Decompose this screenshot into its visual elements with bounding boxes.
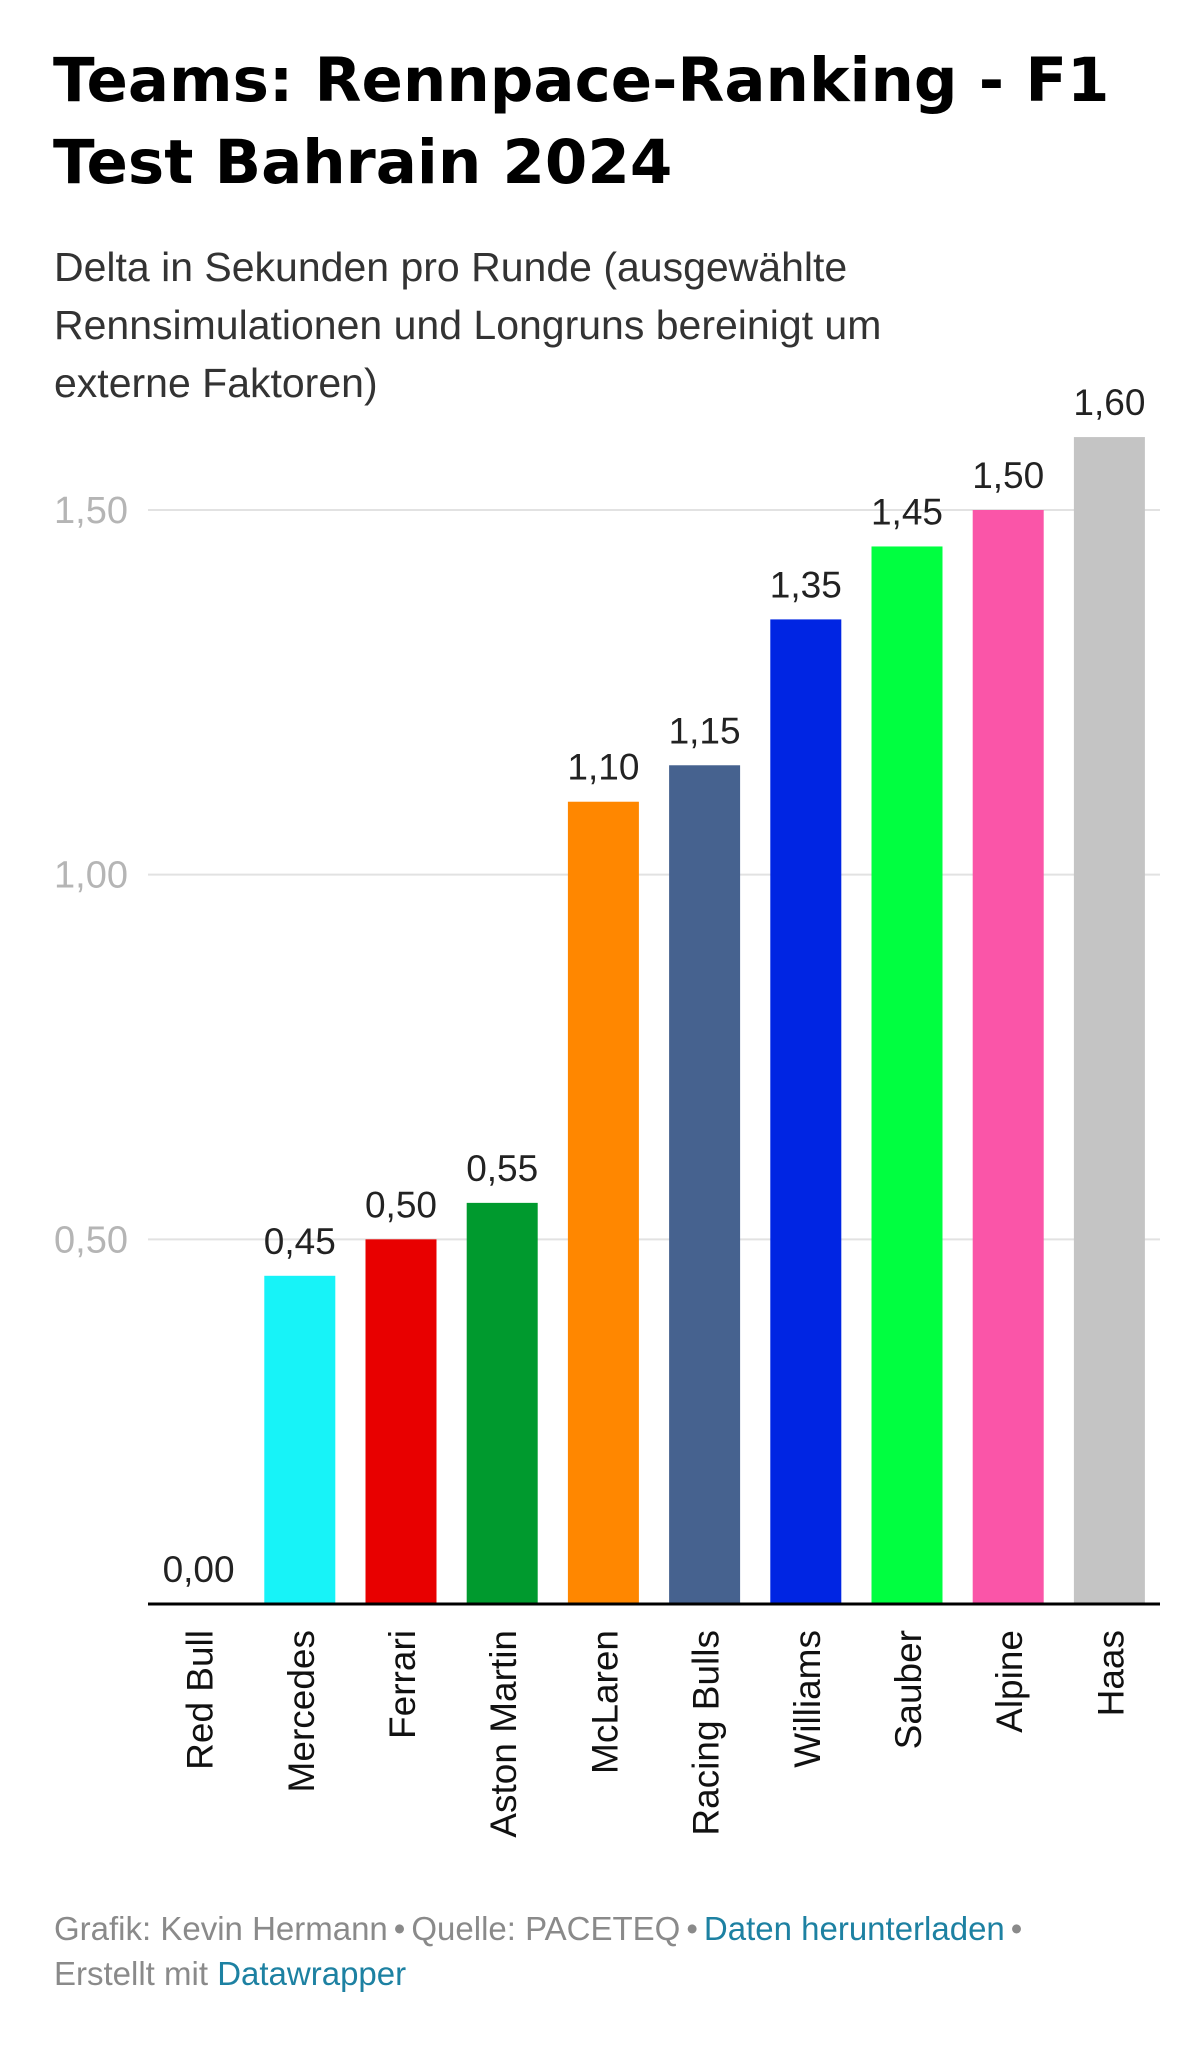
bar-value-label: 1,10 [567, 747, 639, 788]
separator: • [1010, 1910, 1023, 1947]
bar-value-label: 1,50 [972, 455, 1044, 496]
x-category-label: McLaren [584, 1630, 625, 1774]
download-data-link[interactable]: Daten herunterladen [703, 1910, 1005, 1947]
x-category-label: Racing Bulls [686, 1630, 727, 1836]
bar [770, 619, 842, 1604]
bar-value-label: 1,15 [669, 710, 741, 751]
x-category-label: Mercedes [281, 1630, 322, 1792]
source-text: Quelle: PACETEQ [411, 1910, 681, 1947]
y-tick-label: 0,50 [54, 1219, 128, 1261]
x-category-label: Aston Martin [483, 1630, 524, 1838]
x-category-label: Haas [1090, 1630, 1131, 1716]
bar [871, 546, 943, 1604]
x-category-label: Alpine [989, 1630, 1030, 1733]
separator: • [686, 1910, 698, 1947]
bar [1073, 437, 1145, 1605]
bar-value-label: 0,45 [264, 1221, 336, 1262]
made-with-text: Erstellt mit [54, 1955, 209, 1992]
datawrapper-link[interactable]: Datawrapper [217, 1955, 407, 1992]
x-category-label: Ferrari [382, 1630, 423, 1739]
bar [365, 1239, 437, 1604]
chart-title-line-1: Teams: Rennpace-Ranking - F1 [53, 45, 1110, 116]
bar [264, 1275, 336, 1604]
chart-subtitle-line-3: externe Faktoren) [54, 360, 378, 406]
labels-layer: 0,50 1,00 1,50 0,00 Red Bull 0,45 Mercedes 0,50… [54, 382, 1145, 1838]
chart-title: Teams: Rennpace-Ranking - F1 Test Bahrai… [53, 40, 1153, 204]
chart-subtitle-line-2: Rennsimulationen und Longruns bereinigt … [54, 302, 882, 348]
chart-footer: Grafik: Kevin Hermann • Quelle: PACETEQ • Da… [54, 1906, 1154, 1996]
y-tick-label: 1,50 [54, 490, 128, 532]
bar [972, 510, 1044, 1604]
x-category-label: Williams [787, 1630, 828, 1768]
bar [567, 801, 639, 1604]
bar-value-label: 1,60 [1073, 382, 1145, 423]
bar [669, 765, 741, 1604]
bar-value-label: 0,00 [163, 1549, 235, 1590]
bar-value-label: 1,45 [871, 491, 943, 532]
chart-subtitle: Delta in Sekunden pro Runde (ausgewählte… [54, 238, 1054, 412]
x-category-label: Sauber [888, 1630, 929, 1749]
bar-value-label: 1,35 [770, 564, 842, 605]
bar-value-label: 0,50 [365, 1184, 437, 1225]
credit-text: Grafik: Kevin Hermann [54, 1910, 388, 1947]
bar-value-label: 0,55 [466, 1148, 538, 1189]
chart-subtitle-line-1: Delta in Sekunden pro Runde (ausgewählte [54, 244, 848, 290]
bar [466, 1202, 538, 1604]
bars-layer [264, 437, 1145, 1605]
separator: • [393, 1910, 406, 1947]
y-tick-label: 1,00 [54, 855, 128, 897]
chart-title-line-2: Test Bahrain 2024 [53, 127, 673, 198]
x-category-label: Red Bull [180, 1630, 221, 1770]
